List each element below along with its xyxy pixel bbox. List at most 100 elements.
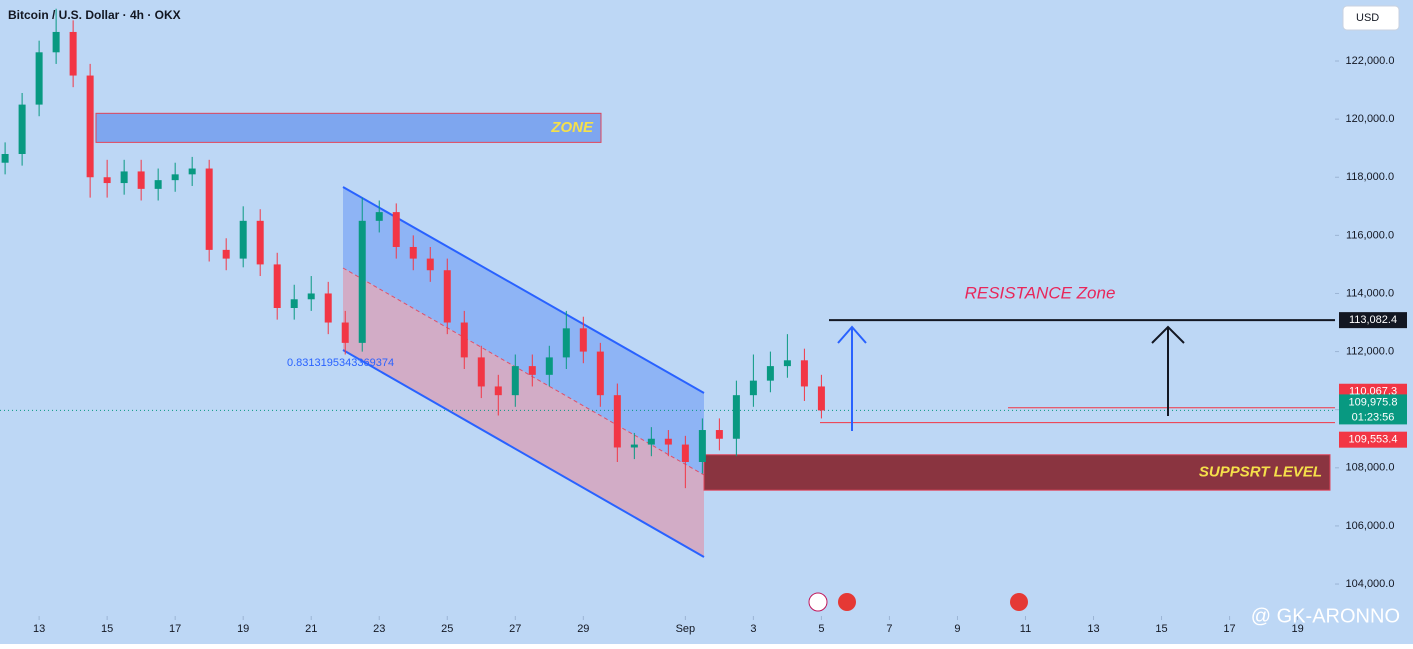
x-tick-label: 9: [954, 623, 960, 635]
x-tick-label: 3: [750, 623, 756, 635]
candle-body: [613, 395, 621, 448]
x-tick-label: 29: [577, 623, 589, 635]
x-tick-label: 5: [818, 623, 824, 635]
candle-body: [35, 52, 43, 105]
channel-mid: [342, 267, 705, 476]
candle-body: [681, 444, 689, 462]
candle-body: [205, 168, 213, 250]
y-tick-label: 106,000.0: [1346, 520, 1395, 532]
x-tick-label: 11: [1020, 623, 1031, 635]
candle-body: [596, 351, 604, 396]
candle-body: [511, 366, 519, 396]
y-tick-label: 118,000.0: [1346, 171, 1394, 183]
candle-body: [460, 322, 468, 358]
zone-label: ZONE: [550, 119, 594, 136]
candle-body: [103, 177, 111, 184]
candle-body: [426, 258, 434, 271]
y-tick-label: 112,000.0: [1346, 345, 1394, 357]
candle-body: [443, 270, 451, 323]
price-label-box: [1339, 394, 1407, 425]
candle-body: [647, 438, 655, 445]
currency-box[interactable]: [1342, 5, 1400, 31]
price-label: 109,975.8: [1349, 396, 1398, 408]
x-tick-label: 13: [33, 623, 45, 635]
zone: [95, 112, 602, 143]
y-tick-label: 114,000.0: [1346, 287, 1394, 299]
candle-body: [239, 220, 247, 259]
price-label-box: [1339, 431, 1407, 448]
price-label: 109,553.4: [1349, 434, 1398, 446]
resistance-label: RESISTANCE Zone: [965, 283, 1116, 302]
candle-body: [324, 293, 332, 323]
candle-body: [154, 180, 162, 189]
candle-body: [392, 212, 400, 247]
candle-body: [358, 220, 366, 343]
candle-body: [1, 154, 9, 163]
chart-title: Bitcoin / U.S. Dollar · 4h · OKX: [8, 8, 181, 22]
candle-body: [562, 328, 570, 358]
channel-lower: [343, 268, 704, 557]
x-tick-label: 17: [169, 623, 181, 635]
y-tick-label: 116,000.0: [1346, 229, 1394, 241]
x-tick-label: 25: [441, 623, 453, 635]
candle-body: [120, 171, 128, 184]
x-tick-label: 15: [101, 623, 113, 635]
candle-body: [188, 168, 196, 175]
arrows: [837, 325, 1185, 431]
watermark: @ GK-ARONNO: [1251, 605, 1400, 627]
price-label: 113,082.4: [1349, 314, 1397, 326]
zone-label: SUPPSRT LEVEL: [1199, 463, 1322, 480]
x-tick-label: 7: [886, 623, 892, 635]
x-tick-label: 17: [1223, 623, 1235, 635]
channel-bottom: [342, 349, 705, 558]
x-tick-label: Sep: [676, 623, 696, 635]
candle-body: [800, 360, 808, 387]
y-tick-label: 108,000.0: [1346, 462, 1395, 474]
candle-body: [715, 430, 723, 439]
candle-body: [69, 31, 77, 76]
countdown: 01:23:56: [1352, 411, 1395, 423]
zone: [703, 454, 1331, 491]
candle-body: [579, 328, 587, 352]
candle-body: [409, 246, 417, 259]
x-tick-label: 19: [237, 623, 249, 635]
event-icons: [808, 592, 1028, 612]
candle-body: [171, 174, 179, 181]
candle-body: [477, 357, 485, 387]
x-tick-label: 23: [373, 623, 385, 635]
candle-body: [528, 366, 536, 375]
candle-body: [222, 249, 230, 259]
y-tick-label: 104,000.0: [1346, 578, 1395, 590]
candle-body: [341, 322, 349, 343]
x-tick-label: 19: [1291, 623, 1303, 635]
y-tick-label: 122,000.0: [1346, 55, 1395, 67]
x-tick-label: 21: [305, 623, 317, 635]
price-label-box: [1339, 312, 1407, 329]
channel-top: [342, 186, 705, 394]
candle-body: [273, 264, 281, 308]
candle-body: [630, 444, 638, 448]
candle-body: [749, 380, 757, 396]
candle-body: [256, 220, 264, 265]
y-tick-label: 120,000.0: [1346, 113, 1395, 125]
candle-body: [18, 104, 26, 154]
candle-body: [698, 430, 706, 462]
candle-body: [307, 293, 315, 300]
x-tick-label: 15: [1155, 623, 1167, 635]
candle-body: [290, 299, 298, 308]
candle-body: [766, 366, 774, 381]
candle-body: [52, 31, 60, 53]
fib-label: 0.8313195343369374: [287, 357, 394, 369]
currency[interactable]: USD: [1356, 12, 1379, 24]
x-tick-label: 27: [509, 623, 521, 635]
candle-body: [375, 212, 383, 221]
candle-body: [732, 395, 740, 439]
candle-body: [783, 360, 791, 367]
candle-body: [494, 386, 502, 396]
candle-body: [664, 438, 672, 445]
candle-body: [137, 171, 145, 189]
candle-body: [817, 386, 825, 411]
candle-body: [545, 357, 553, 375]
